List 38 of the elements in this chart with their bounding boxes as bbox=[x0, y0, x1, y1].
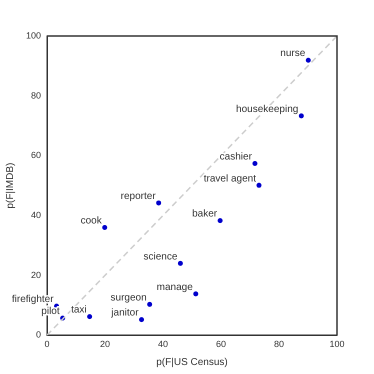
point bbox=[102, 224, 108, 230]
annotation: janitor bbox=[110, 308, 140, 319]
point bbox=[256, 182, 262, 188]
annotation: housekeeping bbox=[236, 104, 298, 115]
annotation: cook bbox=[80, 215, 103, 226]
x-tick-label: 40 bbox=[158, 339, 168, 350]
y-tick-label: 40 bbox=[30, 210, 41, 220]
x-axis-title: p(F|US Census) bbox=[156, 356, 228, 368]
y-tick-label: 60 bbox=[30, 150, 41, 160]
y-tick-label: 80 bbox=[30, 90, 41, 100]
y-tick-label: 20 bbox=[30, 270, 41, 280]
x-tick-label: 80 bbox=[274, 339, 284, 350]
point bbox=[156, 200, 162, 206]
y-axis-title: p(F|IMDB) bbox=[4, 162, 16, 209]
x-tick-label: 100 bbox=[329, 339, 345, 350]
annotation: taxi bbox=[71, 304, 87, 316]
annotation: reporter bbox=[120, 190, 156, 202]
annotation: science bbox=[143, 251, 178, 262]
point bbox=[147, 302, 152, 307]
x-tick-label: 20 bbox=[100, 339, 110, 350]
annotation: baker bbox=[192, 208, 218, 220]
y-tick-label: 100 bbox=[26, 30, 41, 40]
point bbox=[139, 317, 144, 322]
y-tick-label: 0 bbox=[36, 330, 41, 340]
point bbox=[306, 58, 311, 63]
x-tick-label: 60 bbox=[216, 339, 226, 350]
point bbox=[178, 260, 183, 266]
point bbox=[298, 113, 304, 118]
point bbox=[252, 160, 258, 166]
annotation: manage bbox=[156, 282, 194, 293]
point bbox=[218, 218, 223, 224]
annotation: nurse bbox=[280, 48, 306, 60]
annotation: travel agent bbox=[204, 173, 256, 184]
annotation: cashier bbox=[220, 151, 253, 162]
x-tick-label: 0 bbox=[44, 339, 50, 350]
annotation: surgeon bbox=[110, 292, 147, 304]
point bbox=[87, 314, 92, 320]
point bbox=[193, 291, 198, 296]
